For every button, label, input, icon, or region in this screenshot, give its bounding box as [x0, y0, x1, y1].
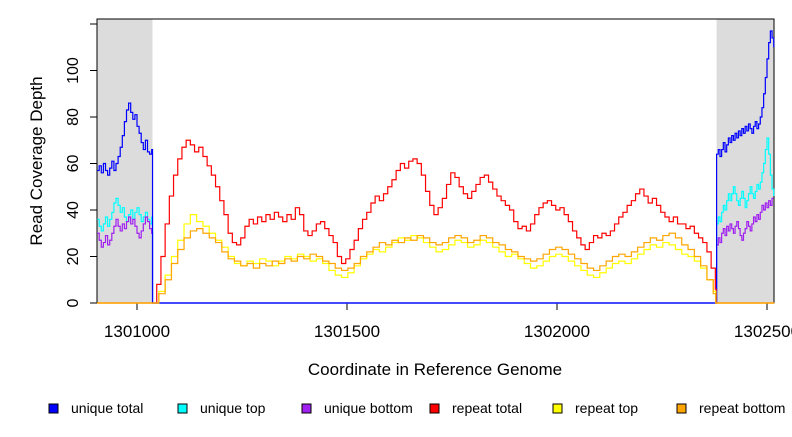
legend-item-unique-bottom: unique bottom: [301, 400, 413, 416]
legend-swatch-repeat-total: [429, 403, 440, 414]
legend-label-unique-bottom: unique bottom: [324, 400, 413, 416]
legend-item-unique-total: unique total: [48, 400, 143, 416]
masked-regions: [97, 19, 775, 303]
legend-swatch-unique-bottom: [301, 403, 312, 414]
masked-region-right: [716, 19, 775, 303]
chart-legend: unique total unique top unique bottom repea…: [48, 400, 785, 416]
series-lines: [97, 30, 775, 304]
legend-swatch-unique-total: [48, 403, 59, 414]
series-line-unique-total: [97, 30, 775, 304]
legend-label-repeat-bottom: repeat bottom: [699, 400, 785, 416]
y-tick-label: 20: [65, 248, 82, 266]
legend-swatch-repeat-bottom: [676, 403, 687, 414]
series-line-unique-bottom: [97, 197, 774, 304]
x-tick-label: 1302000: [524, 322, 590, 341]
x-axis-title: Coordinate in Reference Genome: [308, 360, 562, 379]
y-tick-label: 80: [65, 108, 82, 126]
legend-swatch-repeat-top: [552, 403, 563, 414]
legend-label-repeat-total: repeat total: [452, 400, 522, 416]
y-tick-label: 60: [65, 155, 82, 173]
legend-label-repeat-top: repeat top: [575, 400, 638, 416]
x-tick-label: 1301000: [104, 322, 170, 341]
y-axis: 0 20 40 60 80 100: [65, 23, 97, 307]
masked-region-left: [97, 19, 153, 303]
legend-item-repeat-top: repeat top: [552, 400, 638, 416]
legend-label-unique-top: unique top: [200, 400, 266, 416]
plot-box: [96, 18, 775, 304]
legend-swatch-unique-top: [177, 403, 188, 414]
legend-label-unique-total: unique total: [71, 400, 143, 416]
series-line-unique-top: [97, 137, 775, 304]
legend-item-unique-top: unique top: [177, 400, 266, 416]
series-line-repeat-bottom: [97, 228, 775, 304]
y-tick-label: 100: [65, 57, 82, 84]
x-tick-label: 1301500: [314, 322, 380, 341]
y-tick-label: 0: [65, 298, 82, 307]
legend-item-repeat-bottom: repeat bottom: [676, 400, 785, 416]
y-tick-label: 40: [65, 201, 82, 219]
series-line-repeat-top: [97, 214, 775, 304]
legend-item-repeat-total: repeat total: [429, 400, 522, 416]
series-line-repeat-total: [97, 139, 775, 304]
y-axis-title: Read Coverage Depth: [27, 76, 46, 245]
